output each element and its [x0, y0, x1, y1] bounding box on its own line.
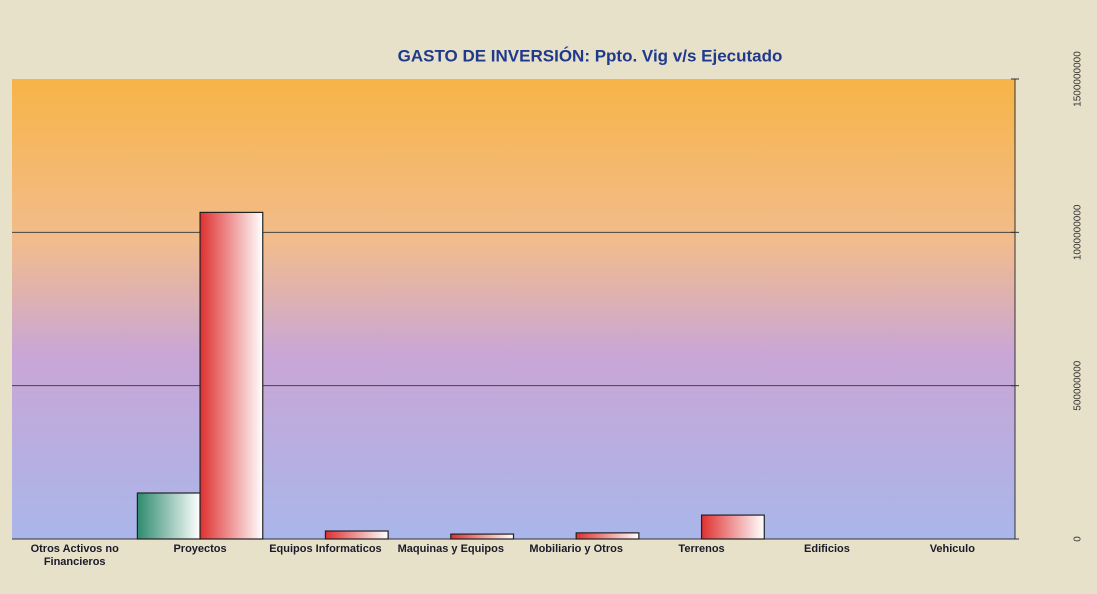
x-tick-label-box: Equipos Informaticos [269, 543, 382, 555]
x-tick-label: Edificios [804, 543, 850, 555]
bar [575, 532, 640, 540]
x-tick-label: Otros Activos no Financieros [30, 543, 119, 568]
plot-area [12, 79, 1015, 539]
x-tick-label-box: Terrenos [678, 543, 725, 555]
bar [199, 211, 264, 540]
x-tick-label-box: Mobiliario y Otros [529, 543, 623, 555]
x-tick-label: Vehiculo [929, 543, 975, 555]
x-tick-label-box: Otros Activos no Financieros [30, 543, 119, 568]
bar [136, 492, 201, 540]
bar [324, 530, 389, 540]
chart-title: GASTO DE INVERSIÓN: Ppto. Vig v/s Ejecut… [398, 46, 783, 65]
x-tick-label-box: Vehiculo [929, 543, 975, 555]
x-tick-label: Maquinas y Equipos [397, 543, 504, 555]
bar [450, 533, 515, 540]
bar [700, 514, 765, 540]
x-tick-label-box: Maquinas y Equipos [397, 543, 504, 555]
x-tick-label: Equipos Informaticos [269, 543, 382, 555]
y-tick-label: 500000000 [1073, 360, 1084, 410]
x-tick-label: Terrenos [678, 543, 725, 555]
y-tick-label: 1000000000 [1073, 204, 1084, 260]
y-tick-label: 1500000000 [1073, 51, 1084, 107]
y-tick-label: 0 [1073, 536, 1084, 542]
x-tick-label: Proyectos [173, 543, 227, 555]
x-tick-label: Mobiliario y Otros [529, 543, 623, 555]
x-tick-label-box: Edificios [804, 543, 850, 555]
x-tick-label-box: Proyectos [173, 543, 227, 555]
